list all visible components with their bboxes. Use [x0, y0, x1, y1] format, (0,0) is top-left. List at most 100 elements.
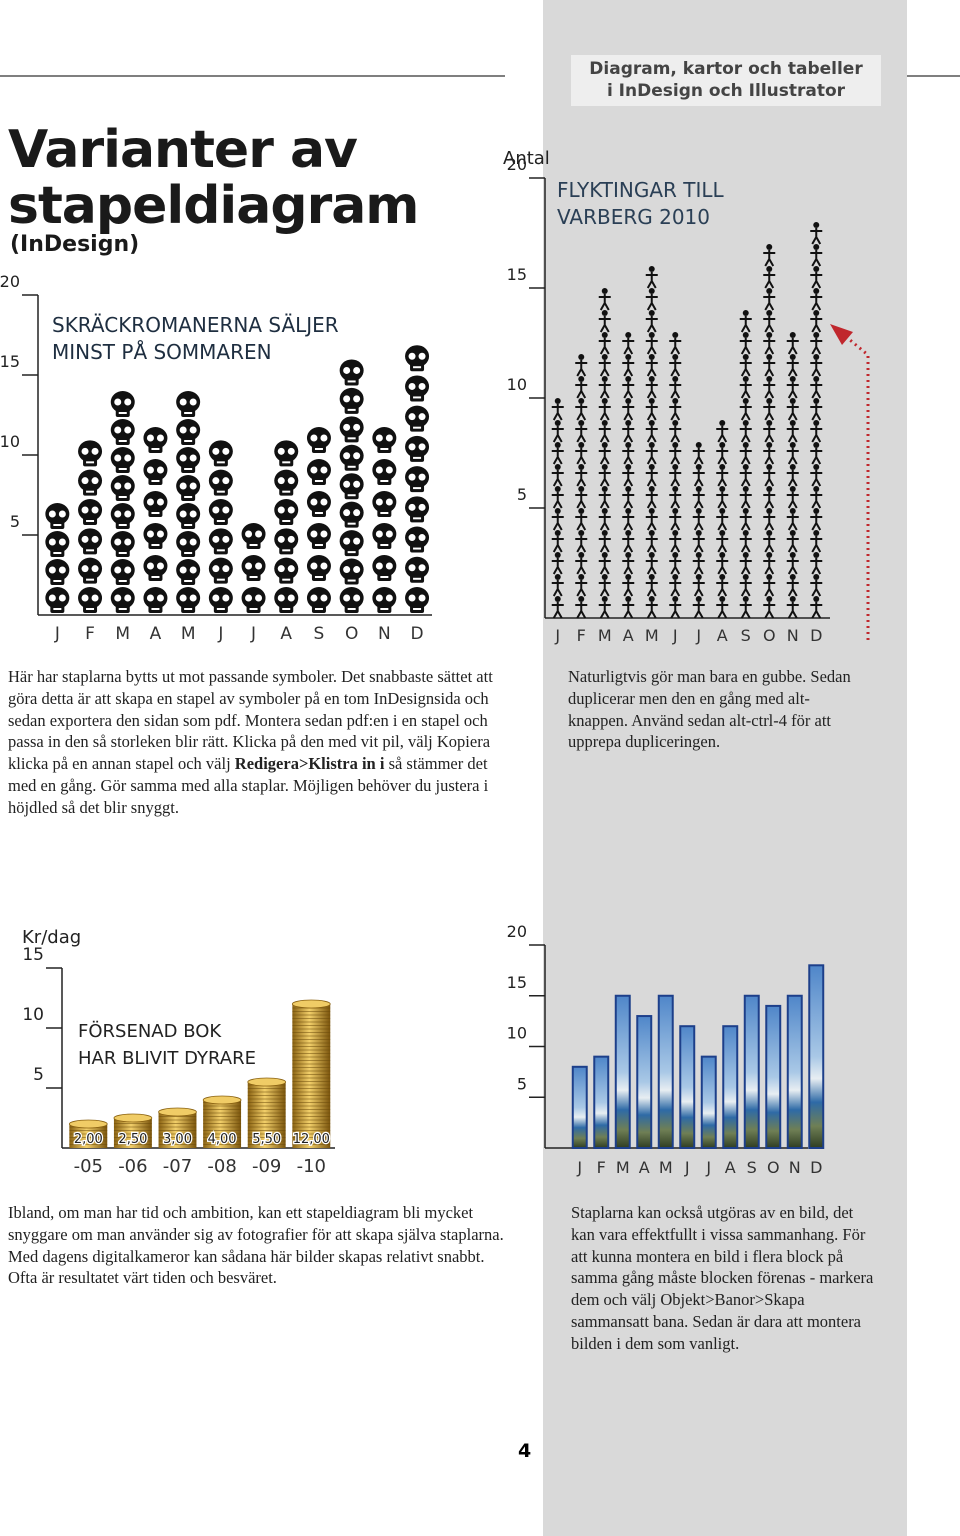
skull-head	[372, 587, 397, 609]
skull-head	[110, 419, 135, 441]
skull-eye	[222, 447, 230, 455]
figure-body	[739, 470, 752, 487]
figure-body	[622, 558, 635, 575]
skull-teeth	[413, 426, 422, 429]
figure-body	[786, 404, 799, 421]
x-tick-label: O	[767, 1158, 780, 1177]
skull-teeth	[249, 608, 258, 610]
skull-eye	[408, 473, 416, 481]
figure-body	[669, 514, 682, 531]
figure-body	[739, 558, 752, 575]
figure-head	[554, 530, 561, 536]
bar	[679, 1025, 696, 1149]
figure-head	[766, 398, 773, 404]
figure-head	[554, 486, 561, 492]
photo-bar	[614, 994, 631, 1149]
skull-eye	[343, 509, 351, 517]
skull-eye	[310, 562, 318, 570]
figure-head	[601, 354, 608, 360]
figure-head	[578, 508, 585, 514]
skull-eye	[179, 510, 187, 518]
figure-head	[625, 574, 632, 580]
skull-head	[274, 499, 299, 521]
skull-head	[208, 469, 233, 492]
skull-teeth	[86, 490, 95, 493]
figure-body	[739, 536, 752, 553]
skull-head	[143, 555, 168, 577]
skull-eye	[255, 594, 263, 602]
skull-eye	[189, 594, 197, 602]
figure-body	[645, 272, 658, 289]
figure-body	[810, 272, 823, 289]
skull-eye	[418, 352, 426, 360]
figure-body	[763, 294, 776, 311]
figure-head	[625, 508, 632, 514]
figure-body	[739, 448, 752, 465]
x-tick-label: M	[659, 1158, 673, 1177]
figure-head	[766, 244, 773, 250]
figure-body	[598, 360, 611, 377]
skull-head	[143, 427, 168, 449]
bar	[405, 345, 430, 613]
skull-teeth	[249, 544, 258, 546]
coin-top	[247, 1077, 287, 1087]
figure-body	[622, 602, 635, 619]
photo-bar	[743, 994, 760, 1149]
skull-head	[208, 557, 233, 580]
skull-teeth	[314, 608, 323, 610]
skull-eye	[343, 566, 351, 574]
skull-eye	[245, 594, 253, 602]
figure-body	[763, 602, 776, 619]
figure-head	[695, 530, 702, 536]
paragraph: Naturligtvis gör man bara en gubbe. Seda…	[568, 667, 851, 752]
figure-head	[766, 464, 773, 470]
skull-teeth	[347, 494, 356, 497]
figure-body	[763, 426, 776, 443]
skull-eye	[124, 566, 132, 574]
figure-body	[739, 426, 752, 443]
figure-body	[575, 536, 588, 553]
photo-bar	[765, 1004, 782, 1150]
skull-head	[339, 444, 364, 467]
photo-bar	[593, 1055, 610, 1150]
skull-eye	[81, 506, 89, 514]
figure-body	[669, 448, 682, 465]
x-tick-label: A	[623, 626, 634, 645]
figure-head	[554, 398, 561, 404]
y-tick-label: 15	[22, 945, 44, 965]
figure-body	[810, 470, 823, 487]
figure-head	[578, 552, 585, 558]
bar	[291, 999, 331, 1148]
skull-teeth	[184, 496, 193, 498]
skull-head	[405, 556, 430, 579]
skull-eye	[343, 366, 351, 374]
figure-head	[601, 332, 608, 338]
figure-body	[622, 536, 635, 553]
figure-head	[742, 398, 749, 404]
coin-top	[68, 1119, 108, 1129]
figure-head	[789, 574, 796, 580]
figure-head	[601, 508, 608, 514]
x-tick-label: -07	[163, 1156, 192, 1177]
figure-head	[766, 442, 773, 448]
figure-body	[598, 536, 611, 553]
figure-body	[669, 492, 682, 509]
skull-eye	[418, 564, 426, 572]
coin-top	[291, 999, 331, 1009]
skull-eye	[124, 510, 132, 518]
figure-head	[813, 530, 820, 536]
figure-head	[766, 552, 773, 558]
skull-eye	[343, 594, 351, 602]
x-tick-label: S	[747, 1158, 757, 1177]
skull-head	[405, 405, 430, 428]
skull-teeth	[53, 524, 62, 526]
skull-teeth	[151, 480, 160, 482]
figure-head	[813, 464, 820, 470]
figure-head	[648, 442, 655, 448]
skull-eye	[343, 423, 351, 431]
figure-body	[645, 558, 658, 575]
figure-head	[672, 420, 679, 426]
figure-head	[813, 486, 820, 492]
skull-eye	[212, 447, 220, 455]
skull-eye	[179, 594, 187, 602]
